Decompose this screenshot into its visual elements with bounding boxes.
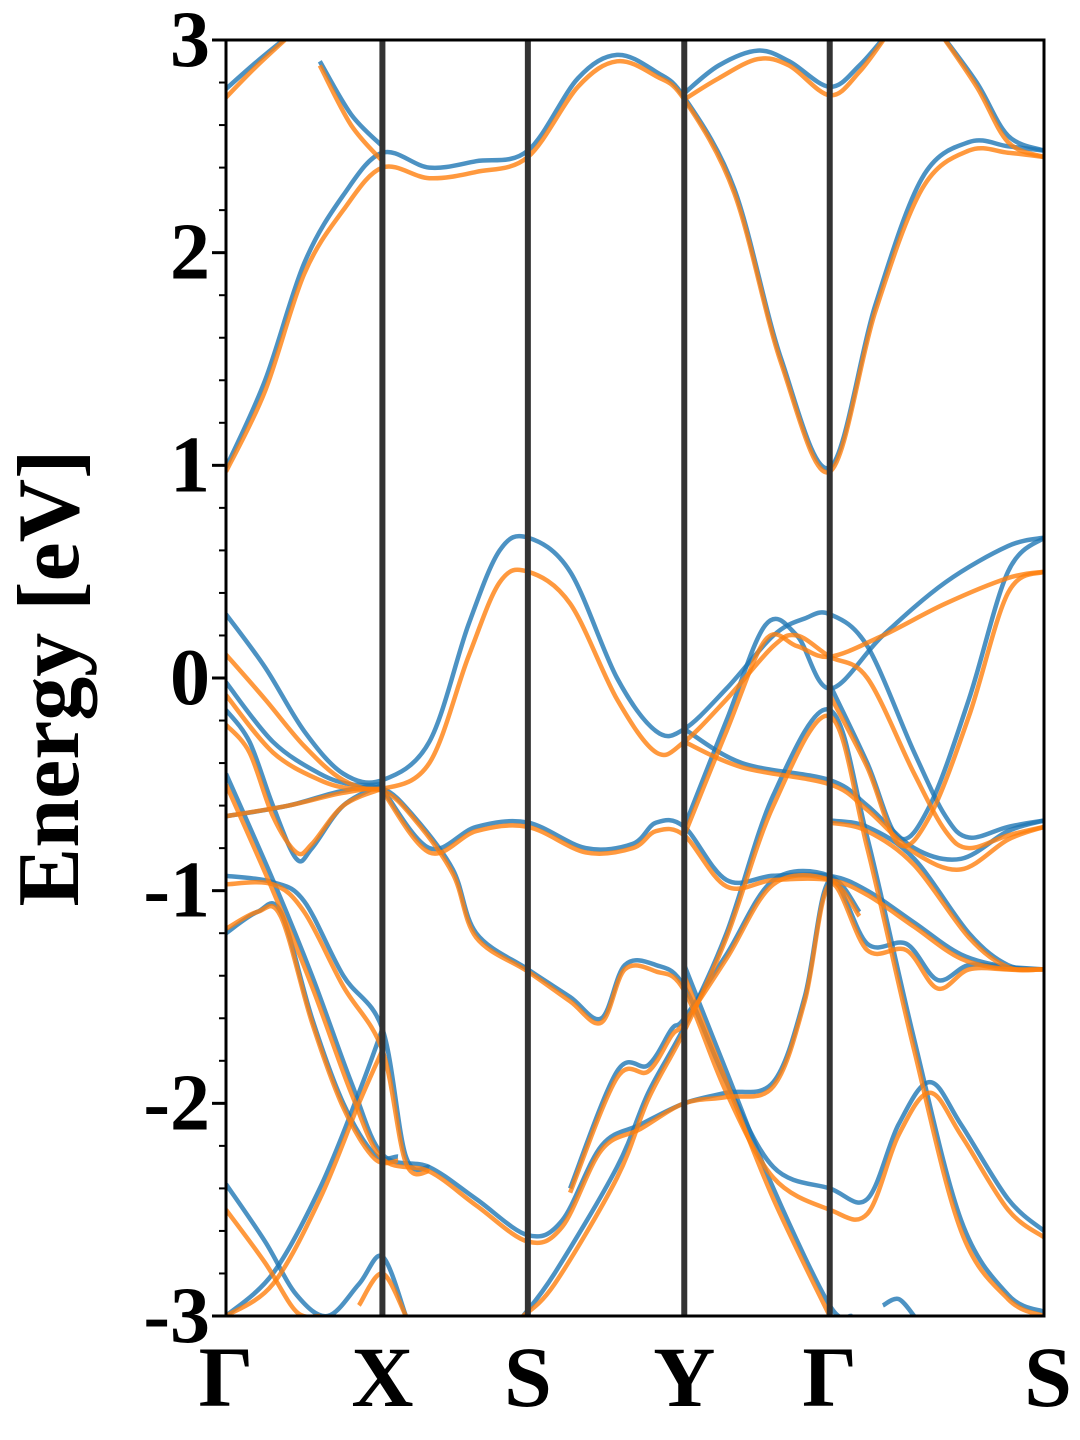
band-line-series1-2 — [226, 40, 287, 91]
band-line-series2-5 — [942, 40, 1044, 160]
band-line-series2-21 — [827, 569, 1044, 849]
band-line-series1-7 — [226, 680, 383, 788]
band-line-series1-18 — [683, 727, 1044, 862]
y-tick-label: 0 — [170, 634, 210, 722]
band-line-series2-2 — [226, 40, 289, 99]
x-tick-label-kpoint: Γ — [199, 1329, 254, 1425]
k-point-separator-lines — [379, 40, 833, 1316]
y-axis-label: Energy [eV] — [1, 450, 98, 907]
band-line-series2-9 — [226, 783, 1044, 1246]
band-line-series2-12 — [226, 880, 431, 1177]
band-line-series2-14 — [226, 1208, 321, 1316]
band-line-series1-11 — [380, 787, 1044, 972]
y-tick-label: -1 — [143, 847, 210, 935]
band-line-series2-23 — [682, 974, 832, 1316]
x-tick-label-kpoint: S — [1024, 1329, 1072, 1425]
y-tick-label: 3 — [170, 0, 210, 84]
band-line-series1-15 — [226, 1028, 385, 1316]
band-line-series2-4 — [683, 40, 887, 102]
band-line-series1-5 — [942, 40, 1044, 153]
band-line-series2-19 — [683, 739, 1044, 872]
band-line-series2-16 — [226, 1049, 385, 1316]
band-line-series1-19 — [682, 535, 1044, 828]
band-line-series1-20 — [827, 535, 1044, 842]
y-tick-label: -2 — [143, 1059, 210, 1147]
band-line-series2-17 — [521, 713, 1044, 1316]
x-tick-label-kpoint: X — [351, 1329, 413, 1425]
band-line-series2-10 — [226, 786, 1044, 1240]
band-line-series2-1 — [226, 58, 1044, 475]
band-line-series1-1 — [226, 52, 1044, 471]
x-tick-label-kpoint: S — [504, 1329, 552, 1425]
band-line-series1-6 — [226, 533, 1044, 840]
band-line-series2-11 — [380, 789, 1044, 973]
band-line-series1-3 — [317, 60, 385, 148]
band-line-series2-8 — [226, 723, 384, 857]
y-tick-label: 2 — [170, 209, 210, 297]
band-line-series1-9 — [226, 772, 1044, 1239]
band-lines-layer — [226, 40, 1044, 1316]
y-tick-label: 1 — [170, 421, 210, 509]
band-line-series2-20 — [682, 569, 1044, 837]
band-line-series1-16 — [521, 707, 1044, 1316]
band-line-series2-13 — [226, 903, 399, 1166]
band-line-series1-22 — [682, 964, 853, 1316]
band-line-series2-3 — [317, 64, 385, 163]
x-tick-label-kpoint: Γ — [802, 1329, 857, 1425]
band-line-series1-23 — [881, 1296, 916, 1316]
x-tick-label-kpoint: Y — [653, 1329, 715, 1425]
y-axis-ticks: -3 -2 -1 0 1 2 3 — [143, 0, 226, 1360]
band-line-series1-4 — [682, 40, 885, 95]
band-line-series2-22 — [829, 820, 1044, 973]
y-tick-label: -3 — [143, 1272, 210, 1360]
